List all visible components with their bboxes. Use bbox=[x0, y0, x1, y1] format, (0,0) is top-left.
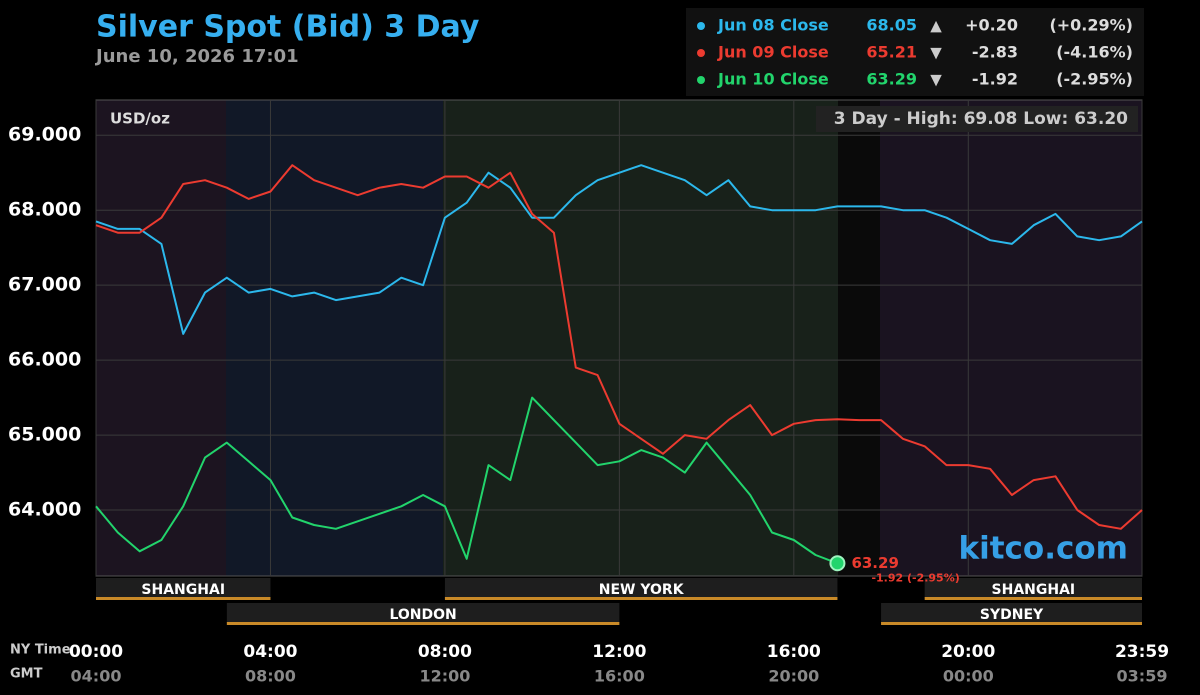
legend-close: 68.05 bbox=[866, 16, 917, 35]
series-line bbox=[95, 164, 1143, 530]
session-bar bbox=[96, 578, 271, 598]
high-low-box bbox=[816, 106, 1138, 132]
session-bar bbox=[881, 603, 1142, 623]
session-band bbox=[96, 100, 226, 576]
legend-name: Jun 10 Close bbox=[717, 70, 829, 89]
x-tick-label: 04:00 bbox=[243, 642, 297, 662]
session-bar bbox=[444, 578, 838, 598]
legend-trend: ▼ bbox=[930, 71, 942, 89]
legend-trend: ▲ bbox=[930, 17, 942, 35]
legend-dot bbox=[697, 22, 705, 30]
x-tick-label: 00:00 bbox=[69, 642, 123, 662]
chart-title: Silver Spot (Bid) 3 Day bbox=[96, 10, 480, 45]
session-line bbox=[924, 597, 1142, 600]
session-line bbox=[96, 597, 271, 600]
y-tick-label: 64.000 bbox=[8, 499, 81, 521]
legend-name: Jun 09 Close bbox=[717, 43, 829, 62]
series-line bbox=[95, 164, 1143, 335]
session-label: NEW YORK bbox=[599, 582, 685, 598]
x2-tick-label: 00:00 bbox=[943, 667, 994, 686]
legend-trend: ▼ bbox=[930, 44, 942, 62]
session-label: SYDNEY bbox=[980, 607, 1044, 623]
x2-tick-label: 16:00 bbox=[594, 667, 645, 686]
session-band bbox=[226, 100, 443, 576]
session-line bbox=[226, 622, 620, 625]
x-tick-label: 12:00 bbox=[592, 642, 646, 662]
last-point bbox=[829, 555, 846, 572]
x2-tick-label: 04:00 bbox=[71, 667, 122, 686]
y-tick-label: 65.000 bbox=[8, 424, 81, 446]
session-line bbox=[444, 597, 838, 600]
x2-tick-label: 12:00 bbox=[419, 667, 470, 686]
legend-name: Jun 08 Close bbox=[717, 16, 829, 35]
brand: kitco.com bbox=[959, 531, 1129, 567]
legend-box bbox=[686, 8, 1144, 96]
last-change: -1.92 (-2.95%) bbox=[871, 571, 959, 584]
y-tick-label: 66.000 bbox=[8, 349, 81, 371]
legend-change: +0.20 bbox=[965, 16, 1018, 35]
x2-tick-label: 08:00 bbox=[245, 667, 296, 686]
legend-change-pct: (-2.95%) bbox=[1056, 70, 1133, 89]
x-tick-label: 23:59 bbox=[1115, 642, 1169, 662]
session-bar bbox=[924, 578, 1142, 598]
session-label: SHANGHAI bbox=[992, 582, 1076, 598]
session-bar bbox=[226, 603, 620, 623]
x-axis-name: NY Time bbox=[10, 643, 71, 658]
session-band bbox=[880, 100, 1142, 576]
x2-tick-label: 20:00 bbox=[768, 667, 819, 686]
y-tick-label: 69.000 bbox=[8, 124, 81, 146]
session-line bbox=[881, 622, 1142, 625]
x2-tick-label: 03:59 bbox=[1117, 667, 1168, 686]
session-band bbox=[443, 100, 838, 576]
y-tick-label: 68.000 bbox=[8, 199, 81, 221]
y-tick-label: 67.000 bbox=[8, 274, 81, 296]
last-value: 63.29 bbox=[851, 554, 898, 572]
series-line bbox=[95, 396, 838, 565]
legend-change: -2.83 bbox=[972, 43, 1018, 62]
x-tick-label: 08:00 bbox=[418, 642, 472, 662]
high-low: 3 Day - High: 69.08 Low: 63.20 bbox=[834, 109, 1128, 129]
session-label: SHANGHAI bbox=[141, 582, 225, 598]
legend-change-pct: (+0.29%) bbox=[1049, 16, 1133, 35]
legend-change-pct: (-4.16%) bbox=[1056, 43, 1133, 62]
session-band bbox=[838, 100, 880, 576]
legend-close: 65.21 bbox=[866, 43, 917, 62]
legend-change: -1.92 bbox=[972, 70, 1018, 89]
legend-dot bbox=[697, 76, 705, 84]
session-label: LONDON bbox=[389, 607, 456, 623]
legend-dot bbox=[697, 49, 705, 57]
legend-close: 63.29 bbox=[866, 70, 917, 89]
x-tick-label: 16:00 bbox=[767, 642, 821, 662]
y-axis-label: USD/oz bbox=[110, 110, 170, 128]
x2-axis-name: GMT bbox=[10, 667, 43, 682]
x-tick-label: 20:00 bbox=[941, 642, 995, 662]
chart-subtitle: June 10, 2026 17:01 bbox=[94, 46, 299, 67]
